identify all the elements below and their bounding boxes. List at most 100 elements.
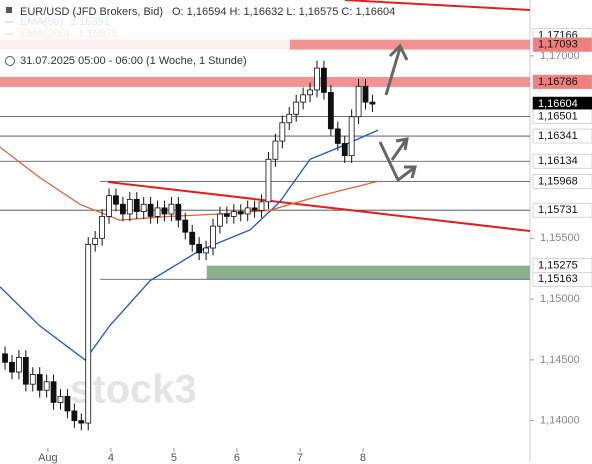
candle-body (92, 237, 99, 245)
candle-body (133, 198, 140, 212)
level-label-box (532, 153, 592, 169)
symbol: EUR/USD (JFD Brokers, Bid) (20, 6, 163, 18)
candle-body (140, 203, 147, 212)
candle-body (334, 128, 341, 144)
level-label: 1,15968 (538, 175, 578, 187)
candle-body (244, 207, 251, 215)
level-label: 1,16786 (538, 76, 578, 88)
candle-body (113, 195, 119, 205)
arrow-up (384, 43, 409, 96)
x-tick-label: 8 (360, 452, 366, 464)
candle-body (57, 395, 64, 403)
candle-body (369, 101, 376, 105)
x-tick-label: 4 (108, 452, 114, 464)
x-tick-label: 5 (171, 452, 177, 464)
candle-body (265, 158, 272, 203)
x-tick-label: 7 (297, 452, 303, 464)
trend-line (344, 0, 531, 11)
candle-body (293, 101, 300, 115)
trend-line (107, 181, 531, 232)
support-zone (206, 265, 530, 280)
candle-body (126, 198, 133, 215)
x-tick-label: 6 (234, 452, 240, 464)
level-label-box (532, 74, 592, 90)
level-label: 1,16341 (538, 130, 578, 142)
y-tick-label: 1,15000 (540, 293, 580, 305)
candle-body (189, 231, 196, 245)
level-label: 1,16604 (538, 98, 578, 110)
candle-body (272, 140, 279, 160)
candle-body (43, 381, 50, 391)
candle-body (78, 420, 85, 424)
candle-body (341, 143, 348, 157)
candle-body (119, 203, 126, 215)
candle-body (327, 92, 334, 130)
level-label-box (532, 109, 592, 124)
level-label: 1,15731 (538, 204, 578, 216)
candle-body (29, 374, 36, 385)
candle-body (362, 85, 369, 103)
candle-body (321, 67, 327, 93)
candle-body (50, 381, 57, 403)
icon (6, 7, 12, 13)
clock-icon (5, 56, 15, 66)
level-label-box (532, 37, 592, 52)
resistance-band (0, 76, 530, 87)
legend-bg (0, 0, 290, 70)
level-label: 1,15275 (538, 260, 578, 272)
candle-body (196, 243, 203, 254)
candle-body (161, 207, 168, 215)
candle-body (279, 122, 286, 142)
level-label: 1,15163 (538, 273, 578, 285)
candle-body (147, 203, 154, 217)
candle-body (217, 213, 223, 227)
candle-body (355, 85, 362, 118)
candle-body (348, 116, 355, 157)
candle-body (9, 361, 15, 373)
candle-body (230, 211, 237, 217)
level-label: 1,16501 (538, 111, 578, 123)
candle-body (85, 243, 92, 424)
candle-body (223, 213, 230, 217)
y-tick-label: 1,14000 (540, 415, 580, 427)
candle-body (2, 353, 8, 363)
arrows (378, 43, 417, 183)
x-tick-label: Aug (38, 452, 58, 464)
y-tick-label: 1,17500 (540, 0, 580, 1)
candle-body (314, 67, 320, 91)
candle-body (106, 195, 112, 217)
candle-body (286, 113, 293, 124)
candle-body (16, 357, 22, 373)
candle-body (36, 374, 43, 391)
period: 31.07.2025 05:00 - 06:00 (1 Woche, 1 Stu… (20, 55, 247, 67)
candle-body (64, 395, 71, 412)
ema-line (0, 129, 379, 361)
ohlc: O: 1,16594 H: 1,16632 L: 1,16575 C: 1,16… (172, 6, 395, 18)
candle-body (71, 410, 78, 422)
level-label-box (532, 271, 592, 287)
level-label: 1,16134 (538, 155, 578, 167)
candle-body (258, 201, 265, 211)
candle-body (175, 203, 182, 221)
ema-line (0, 146, 379, 221)
candle-body (203, 247, 209, 254)
candle-body (307, 89, 313, 96)
candle-body (237, 211, 244, 215)
y-tick-label: 1,17000 (540, 50, 580, 62)
candle-body (251, 207, 258, 211)
arrow-down-up (378, 141, 417, 183)
y-tick-label: 1,14500 (540, 354, 580, 366)
y-tick-label: 1,15500 (540, 232, 580, 244)
candle-body (182, 219, 189, 233)
candle-body (154, 207, 161, 217)
candle-body (210, 225, 216, 249)
candle-body (99, 216, 105, 239)
candle-body (168, 203, 175, 215)
candle-body (300, 94, 307, 103)
level-label-box (532, 174, 592, 189)
arrow-up (390, 137, 409, 161)
candle-body (22, 357, 29, 385)
level-label-box (532, 128, 592, 144)
level-label-box (532, 202, 592, 218)
